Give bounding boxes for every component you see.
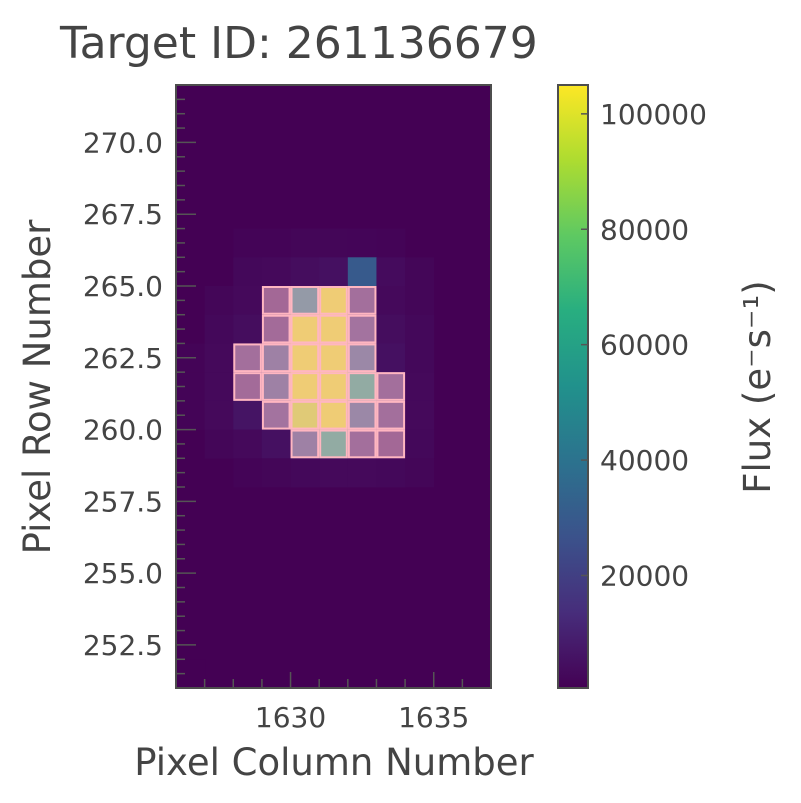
heatmap-pixel [347,257,377,287]
aperture-mask-pixel [319,314,348,344]
y-tick-label: 255.0 [83,557,163,590]
aperture-mask-pixel [290,400,320,430]
heatmap-pixel [290,458,320,488]
heatmap-pixel [261,228,291,258]
heatmap-pixel [233,429,263,459]
heatmap-pixel [405,372,435,402]
heatmap-pixel [376,286,406,316]
heatmap-pixel [405,257,435,287]
heatmap-pixel [376,458,406,488]
heatmap-pixel [376,314,406,344]
x-axis-label: Pixel Column Number [134,741,534,784]
aperture-mask-pixel [347,286,377,315]
aperture-mask-pixel [347,372,377,401]
y-tick-label: 257.5 [83,485,163,518]
heatmap-pixel [319,458,349,488]
heatmap-pixel [405,429,435,459]
heatmap-pixel [319,228,349,258]
aperture-mask-pixel [290,314,320,344]
heatmap-pixel [204,429,234,459]
heatmap-pixel [405,458,435,488]
heatmap-pixel [261,257,291,287]
heatmap-pixel [204,372,234,402]
aperture-mask-pixel [376,400,406,430]
x-tick-label: 1630 [255,701,326,734]
heatmap-pixel [261,429,291,459]
heatmap-pixel [405,343,435,373]
y-tick-labels: 252.5 255.0 257.5 260.0 262.5 265.0 267.5 270.0 [83,126,163,662]
aperture-mask-pixel [376,429,406,459]
heatmap-pixel [405,286,435,316]
aperture-mask-pixel [233,343,262,373]
aperture-mask-pixel [347,429,377,459]
colorbar-tick-label: 20000 [600,559,689,592]
colorbar-label: Flux (e⁻s⁻¹) [736,280,779,493]
colorbar-tick-label: 80000 [600,213,689,246]
aperture-mask-pixel [376,372,406,401]
y-axis-label: Pixel Row Number [16,219,59,554]
aperture-mask-pixel [261,400,291,430]
aperture-mask-pixel [319,429,348,459]
aperture-mask-layer [233,286,406,459]
colorbar: 20000 40000 60000 80000 100000 Flux (e⁻s⁻¹) [557,84,779,689]
x-tick-labels: 1630 1635 [255,701,469,734]
aperture-mask-pixel [261,314,291,344]
colorbar-ticks: 20000 40000 60000 80000 100000 [581,98,707,592]
heatmap-pixel [376,343,406,373]
heatmap-pixel [204,286,234,316]
heatmap-pixel [405,314,435,344]
heatmap-pixel [233,400,263,430]
aperture-mask-pixel [347,400,377,430]
heatmap-pixel [290,257,320,287]
colorbar-gradient [557,84,589,689]
y-tick-label: 270.0 [83,126,163,159]
heatmap-pixel [319,257,349,287]
heatmap-pixel [204,343,234,373]
aperture-mask-pixel [290,343,320,373]
aperture-mask-pixel [233,372,262,401]
y-tick-label: 260.0 [83,414,163,447]
plot-frame [175,84,492,689]
aperture-mask-pixel [347,343,377,373]
colorbar-tick-label: 40000 [600,444,689,477]
aperture-mask-pixel [347,314,377,344]
colorbar-tick-label: 60000 [600,329,689,362]
heatmap-pixel [347,228,377,258]
aperture-mask-pixel [261,286,291,315]
heatmap-pixel [290,228,320,258]
heatmap-pixel [405,400,435,430]
aperture-mask-pixel [319,372,348,401]
x-tick-label: 1635 [398,701,469,734]
colorbar-tick-label: 100000 [600,98,707,131]
plot-area [176,85,491,688]
heatmap-pixel [233,286,263,316]
aperture-mask-pixel [319,400,348,430]
heatmap-pixel [376,228,406,258]
heatmap-pixel [233,458,263,488]
y-tick-label: 262.5 [83,342,163,375]
heatmap-pixel [376,257,406,287]
chart-title: Target ID: 261136679 [59,18,538,69]
heatmap-pixel [233,257,263,287]
aperture-mask-pixel [290,286,320,315]
heatmap-pixel [261,458,291,488]
heatmap-pixel [347,458,377,488]
y-tick-label: 265.0 [83,270,163,303]
heatmap-pixel [204,400,234,430]
aperture-mask-pixel [261,372,291,401]
aperture-mask-pixel [319,343,348,373]
aperture-mask-pixel [319,286,348,315]
y-tick-label: 252.5 [83,629,163,662]
heatmap-pixel [233,314,263,344]
y-tick-label: 267.5 [83,198,163,231]
aperture-mask-pixel [261,343,291,373]
heatmap-pixel [204,314,234,344]
aperture-mask-pixel [290,429,320,459]
heatmap-pixel [233,228,263,258]
aperture-mask-pixel [290,372,320,401]
